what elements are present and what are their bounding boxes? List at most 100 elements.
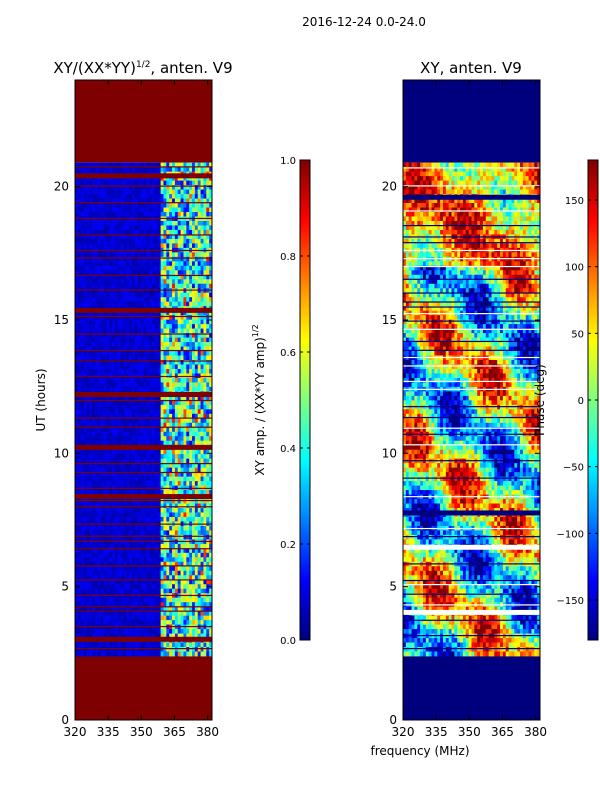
heatmap-cell — [75, 606, 79, 612]
heatmap-cell — [169, 225, 173, 231]
heatmap-cell — [112, 512, 116, 518]
heatmap-cell — [77, 310, 82, 316]
heatmap-cell — [92, 561, 96, 567]
heatmap-cell — [86, 534, 90, 540]
heatmap-cell — [97, 198, 102, 204]
heatmap-cell — [120, 198, 124, 204]
heatmap-cell — [94, 319, 99, 325]
heatmap-cell — [132, 400, 136, 406]
heatmap-cell — [83, 176, 87, 181]
heatmap-cell — [194, 328, 199, 334]
heatmap-cell — [166, 458, 170, 464]
heatmap-cell — [183, 570, 187, 576]
heatmap-cell — [109, 256, 113, 262]
heatmap-cell — [197, 427, 201, 433]
heatmap-cell — [129, 413, 133, 419]
heatmap-cell — [186, 301, 190, 307]
heatmap-cell — [209, 548, 212, 554]
heatmap-cell — [106, 189, 110, 195]
heatmap-cell — [189, 499, 193, 504]
heatmap-cell — [89, 422, 93, 428]
heatmap-cell — [192, 256, 196, 262]
heatmap-cell — [86, 508, 90, 513]
heatmap-cell — [112, 342, 116, 347]
heatmap-cell — [80, 386, 84, 392]
heatmap-cell — [192, 234, 196, 240]
heatmap-cell — [120, 602, 124, 608]
heatmap-cell — [143, 252, 147, 258]
heatmap-cell — [209, 319, 212, 325]
heatmap-cell — [109, 238, 113, 244]
heatmap-cell — [75, 575, 79, 581]
heatmap-cell — [103, 552, 107, 558]
heatmap-cell — [103, 620, 107, 625]
heatmap-cell — [206, 427, 210, 433]
heatmap-cell — [109, 319, 113, 325]
heatmap-cell — [166, 503, 170, 509]
heatmap-cell — [189, 283, 193, 289]
heatmap-cell — [140, 333, 144, 338]
heatmap-cell — [143, 548, 147, 554]
heatmap-cell — [97, 261, 102, 267]
heatmap-cell — [92, 355, 96, 361]
heatmap-cell — [86, 449, 90, 455]
heatmap-cell — [203, 324, 207, 329]
heatmap-cell — [123, 360, 127, 365]
heatmap-cell — [80, 252, 84, 258]
heatmap-cell — [183, 431, 187, 437]
heatmap-cell — [114, 360, 119, 365]
heatmap-cell — [114, 301, 119, 307]
heatmap-cell — [200, 176, 204, 181]
heatmap-cell — [126, 588, 130, 594]
heatmap-cell — [129, 440, 133, 446]
heatmap-cell — [177, 198, 181, 204]
heatmap-cell — [183, 413, 187, 419]
heatmap-cell — [140, 189, 144, 195]
heatmap-cell — [189, 579, 193, 585]
heatmap-cell — [209, 404, 212, 410]
heatmap-cell — [114, 566, 119, 572]
heatmap-cell — [149, 611, 153, 617]
heatmap-cell — [197, 490, 201, 495]
heatmap-cell — [174, 212, 179, 217]
heatmap-cell — [129, 377, 133, 383]
heatmap-cell — [186, 185, 190, 190]
heatmap-cell — [126, 440, 130, 446]
heatmap-cell — [174, 400, 179, 406]
heatmap-cell — [83, 297, 87, 303]
heatmap-cell — [160, 611, 164, 617]
heatmap-cell — [89, 543, 93, 549]
heatmap-cell — [103, 301, 107, 307]
heatmap-cell — [117, 368, 122, 374]
heatmap-cell — [97, 499, 102, 504]
heatmap-cell — [132, 176, 136, 181]
heatmap-cell — [157, 360, 162, 365]
heatmap-cell — [117, 301, 122, 307]
heatmap-cell — [166, 516, 170, 522]
heatmap-cell — [117, 552, 122, 558]
heatmap-cell — [86, 355, 90, 361]
heatmap-cell — [172, 373, 176, 379]
heatmap-cell — [169, 516, 173, 522]
heatmap-cell — [200, 373, 204, 379]
heatmap-cell — [177, 503, 181, 509]
heatmap-cell — [112, 499, 116, 504]
heatmap-cell — [163, 418, 167, 424]
heatmap-cell — [86, 606, 90, 612]
heatmap-cell — [75, 265, 79, 271]
heatmap-cell — [197, 368, 201, 374]
heatmap-cell — [149, 476, 153, 482]
heatmap-cell — [163, 602, 167, 608]
heatmap-cell — [97, 274, 102, 280]
heatmap-cell — [163, 436, 167, 442]
heatmap-cell — [140, 422, 144, 428]
heatmap-cell — [89, 328, 93, 334]
heatmap-cell — [86, 301, 90, 307]
heatmap-cell — [146, 427, 150, 433]
heatmap-cell — [154, 189, 159, 195]
heatmap-cell — [80, 337, 84, 343]
heatmap-cell — [194, 180, 199, 186]
heatmap-cell — [183, 162, 187, 168]
heatmap-cell — [143, 279, 147, 285]
heatmap-cell — [137, 238, 142, 244]
